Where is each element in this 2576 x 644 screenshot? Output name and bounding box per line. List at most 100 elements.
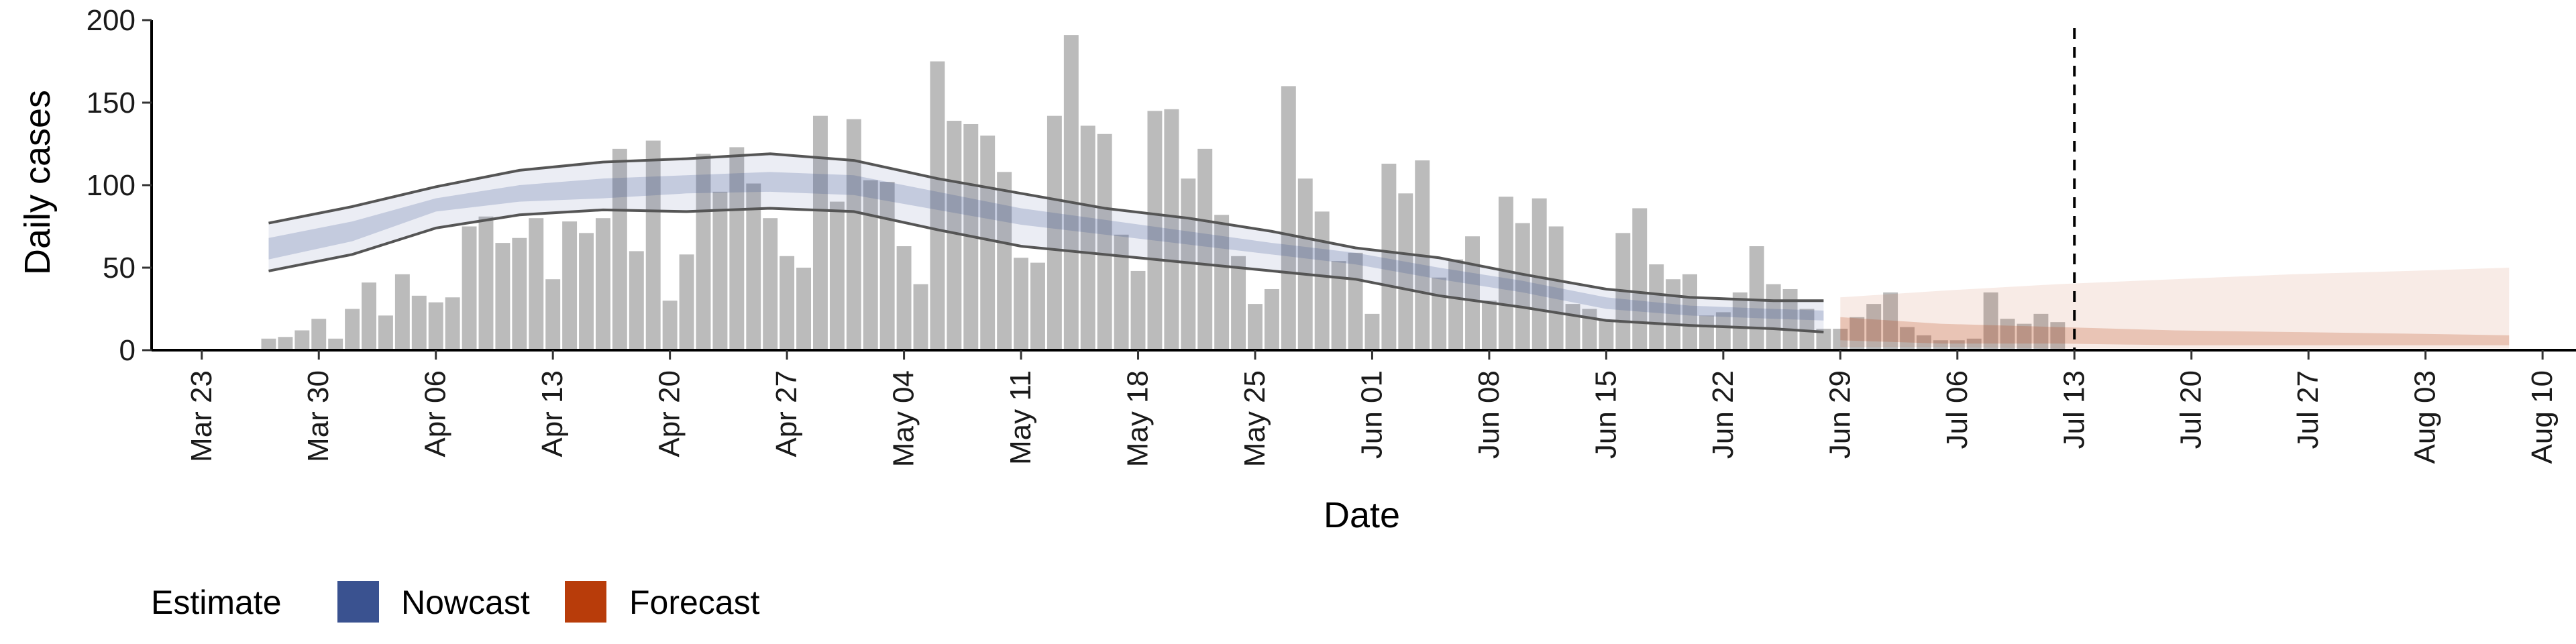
- x-tick-label: Jun 08: [1472, 370, 1505, 459]
- case-bar: [1649, 264, 1664, 350]
- case-bar: [1046, 115, 1062, 350]
- case-bar: [645, 140, 661, 350]
- case-bar: [1599, 320, 1614, 350]
- y-tick-label: 150: [87, 87, 136, 119]
- case-bar: [1063, 35, 1079, 350]
- case-bar: [1130, 270, 1146, 350]
- case-bar: [846, 119, 861, 350]
- x-tick-label: Jun 22: [1707, 370, 1739, 459]
- case-bar: [1749, 246, 1764, 350]
- case-bar: [278, 337, 293, 350]
- x-tick-label: Jun 15: [1589, 370, 1622, 459]
- x-tick-label: May 11: [1004, 370, 1037, 465]
- case-bar: [1916, 335, 1931, 350]
- case-bar: [812, 115, 828, 350]
- nowcast-band-50: [268, 172, 1824, 321]
- case-bar: [529, 218, 544, 350]
- forecast-band-50: [1840, 317, 2510, 345]
- case-bar: [1297, 178, 1313, 350]
- case-bar: [1147, 111, 1163, 351]
- case-bar: [1983, 292, 1998, 350]
- case-bar: [712, 191, 728, 350]
- case-bar: [1732, 292, 1748, 350]
- case-bar: [545, 279, 561, 350]
- case-bar: [1682, 274, 1697, 350]
- case-bar: [311, 319, 327, 350]
- x-tick-label: Aug 10: [2526, 370, 2559, 464]
- case-bar: [2017, 323, 2032, 350]
- case-bar: [612, 148, 627, 350]
- x-axis-title: Date: [1324, 495, 1400, 535]
- nowcast-upper-line: [268, 152, 1824, 303]
- case-bar: [1314, 211, 1330, 350]
- case-bar: [1715, 312, 1731, 350]
- case-bar: [445, 297, 460, 350]
- x-tick-label: Mar 23: [185, 370, 218, 462]
- legend-label-forecast: Forecast: [629, 584, 760, 621]
- case-bar: [980, 136, 996, 350]
- bars-layer: [261, 35, 2065, 351]
- case-bar: [662, 301, 678, 350]
- x-tick-label: Apr 20: [653, 370, 686, 458]
- x-tick-label: May 25: [1238, 370, 1271, 467]
- forecast-band-90: [1840, 268, 2510, 349]
- case-bar: [829, 201, 845, 350]
- case-bar: [1097, 133, 1112, 351]
- case-bar: [1364, 313, 1380, 350]
- case-bar: [1532, 198, 1547, 350]
- case-bar: [1264, 288, 1279, 350]
- case-bar: [1949, 340, 1965, 350]
- case-bar: [1164, 109, 1179, 350]
- x-tick-label: Jul 13: [2057, 370, 2090, 449]
- y-tick-label: 200: [87, 4, 136, 37]
- x-tick-label: Apr 27: [770, 370, 803, 458]
- case-bar: [746, 183, 761, 350]
- case-bar: [478, 216, 494, 350]
- y-axis: 0 50 100 150 200: [87, 4, 153, 367]
- case-bar: [411, 295, 427, 350]
- case-bar: [579, 233, 594, 350]
- case-bar: [495, 243, 511, 350]
- case-bar: [1231, 256, 1246, 350]
- case-bar: [462, 226, 477, 350]
- case-bar: [2000, 319, 2015, 350]
- case-bar: [1498, 197, 1513, 350]
- case-bar: [328, 338, 343, 350]
- x-tick-label: Jul 20: [2175, 370, 2208, 449]
- case-bar: [1481, 301, 1497, 350]
- legend-swatch-nowcast: [337, 581, 379, 623]
- case-bar: [362, 282, 376, 350]
- case-bar: [896, 246, 912, 350]
- case-bar: [930, 61, 945, 350]
- case-bar: [780, 256, 795, 350]
- case-bar: [879, 182, 895, 350]
- case-bar: [2033, 313, 2049, 350]
- case-bar: [947, 121, 962, 350]
- case-bar: [1866, 304, 1882, 350]
- case-bar: [1348, 252, 1363, 350]
- case-bar: [1281, 86, 1296, 350]
- case-bar: [1080, 125, 1095, 350]
- case-bar: [1816, 329, 1831, 350]
- case-bar: [1030, 262, 1045, 350]
- case-bar: [1883, 292, 1898, 350]
- case-bar: [1248, 304, 1263, 350]
- case-bar: [1799, 309, 1815, 350]
- case-bar: [1900, 327, 1915, 350]
- case-bar: [1548, 226, 1564, 350]
- nowcast-band-90: [268, 154, 1824, 332]
- case-bar: [1197, 148, 1213, 350]
- x-tick-label: Jun 29: [1823, 370, 1856, 459]
- case-bar: [629, 251, 644, 350]
- x-tick-label: Apr 06: [419, 370, 452, 458]
- case-bar: [679, 254, 694, 350]
- case-bar: [261, 338, 276, 350]
- x-tick-label: Jul 27: [2292, 370, 2324, 449]
- case-bar: [696, 154, 711, 350]
- case-bar: [913, 284, 928, 350]
- y-tick-label: 100: [87, 169, 136, 202]
- case-bar: [1632, 208, 1648, 350]
- x-tick-label: Jul 06: [1941, 370, 1974, 449]
- case-bar: [294, 330, 310, 350]
